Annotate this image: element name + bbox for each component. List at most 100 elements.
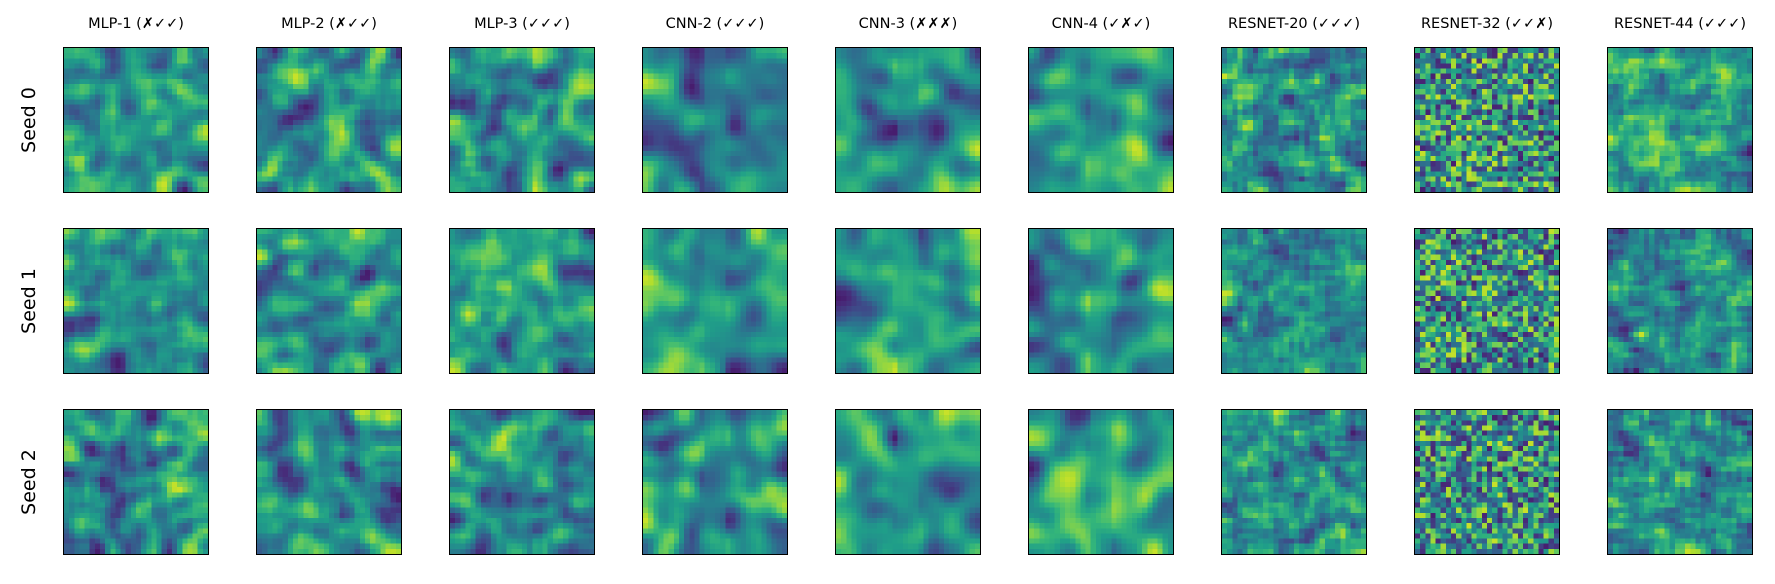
heatmap-cell	[151, 68, 157, 74]
heatmap-cell	[192, 94, 198, 100]
heatmap-cell	[287, 135, 294, 141]
heatmap-cell	[1065, 181, 1071, 187]
heatmap-cell	[1258, 53, 1264, 59]
heatmap-cell	[563, 166, 569, 172]
heatmap-cell	[892, 94, 898, 100]
heatmap-cell	[1080, 120, 1086, 126]
heatmap-cell	[89, 140, 95, 146]
heatmap-cell	[918, 186, 924, 192]
heatmap-cell	[313, 84, 319, 90]
heatmap-cell	[643, 181, 649, 187]
heatmap-cell	[1227, 84, 1233, 90]
heatmap-cell	[161, 89, 167, 95]
heatmap-cell	[303, 78, 309, 85]
heatmap-cell	[450, 125, 456, 131]
heatmap-cell	[1345, 89, 1351, 95]
heatmap-cell	[684, 176, 690, 182]
heatmap-panel	[449, 47, 595, 193]
heatmap-cell	[365, 130, 371, 136]
heatmap-cell	[1101, 166, 1107, 172]
heatmap-cell	[156, 114, 162, 121]
heatmap-cell	[89, 181, 95, 187]
heatmap-cell	[918, 63, 924, 69]
heatmap-cell	[187, 166, 193, 172]
heatmap-cell	[944, 68, 950, 74]
heatmap-cell	[1085, 166, 1091, 172]
heatmap-cell	[277, 73, 283, 79]
heatmap-cell	[177, 68, 183, 74]
heatmap-cell	[1131, 186, 1138, 192]
heatmap-cell	[79, 63, 85, 69]
heatmap-cell	[897, 53, 903, 59]
heatmap-cell	[100, 104, 106, 110]
heatmap-cell	[460, 63, 466, 69]
heatmap-cell	[202, 181, 208, 187]
heatmap-cell	[110, 78, 116, 85]
heatmap-cell	[141, 94, 147, 100]
heatmap-cell	[949, 125, 955, 131]
heatmap-cell	[908, 145, 914, 151]
heatmap-cell	[1126, 156, 1132, 162]
heatmap-cell	[913, 150, 919, 157]
heatmap-cell	[262, 120, 268, 126]
heatmap-cell	[329, 145, 335, 151]
heatmap-cell	[318, 181, 324, 187]
heatmap-cell	[1106, 161, 1112, 167]
heatmap-cell	[344, 68, 350, 74]
heatmap-cell	[84, 171, 90, 177]
heatmap-cell	[359, 99, 366, 105]
heatmap-cell	[1101, 58, 1107, 64]
heatmap-cell	[892, 186, 898, 192]
heatmap-cell	[1121, 78, 1127, 85]
heatmap-cell	[766, 53, 772, 59]
heatmap-cell	[689, 156, 695, 162]
heatmap-cell	[380, 156, 386, 162]
heatmap-cell	[1044, 63, 1050, 69]
heatmap-cell	[745, 89, 752, 95]
heatmap-cell	[354, 104, 360, 110]
heatmap-cell	[161, 135, 167, 141]
heatmap-cell	[69, 73, 75, 79]
heatmap-cell	[1152, 156, 1158, 162]
heatmap-cell	[136, 161, 142, 167]
heatmap-cell	[735, 99, 741, 105]
heatmap-cell	[491, 63, 497, 69]
heatmap-cell	[192, 176, 198, 182]
heatmap-cell	[84, 68, 90, 74]
heatmap-cell	[323, 135, 330, 141]
heatmap-cell	[64, 156, 70, 162]
heatmap-cell	[166, 130, 173, 136]
heatmap-cell	[522, 63, 528, 69]
heatmap-cell	[699, 176, 705, 182]
heatmap-cell	[588, 63, 594, 69]
heatmap-cell	[313, 145, 319, 151]
heatmap-cell	[563, 68, 569, 74]
heatmap-cell	[192, 125, 198, 131]
heatmap-cell	[771, 58, 777, 64]
heatmap-cell	[182, 125, 188, 131]
heatmap-cell	[1029, 84, 1035, 90]
heatmap-cell	[583, 53, 589, 59]
heatmap-cell	[166, 145, 173, 151]
heatmap-cell	[771, 150, 777, 157]
heatmap-cell	[511, 186, 517, 192]
heatmap-cell	[1263, 78, 1269, 85]
heatmap-cell	[313, 140, 319, 146]
heatmap-cell	[1131, 120, 1138, 126]
heatmap-cell	[836, 135, 842, 141]
heatmap-cell	[359, 89, 366, 95]
heatmap-cell	[465, 125, 471, 131]
heatmap-cell	[511, 109, 517, 115]
heatmap-cell	[486, 58, 492, 64]
heatmap-cell	[450, 120, 456, 126]
heatmap-cell	[323, 68, 330, 74]
heatmap-cell	[861, 140, 867, 146]
heatmap-cell	[653, 84, 659, 90]
heatmap-cell	[287, 48, 294, 54]
heatmap-cell	[1054, 109, 1060, 115]
heatmap-cell	[959, 63, 965, 69]
heatmap-cell	[974, 99, 980, 105]
heatmap-cell	[516, 89, 523, 95]
heatmap-cell	[187, 58, 193, 64]
heatmap-cell	[110, 186, 116, 192]
